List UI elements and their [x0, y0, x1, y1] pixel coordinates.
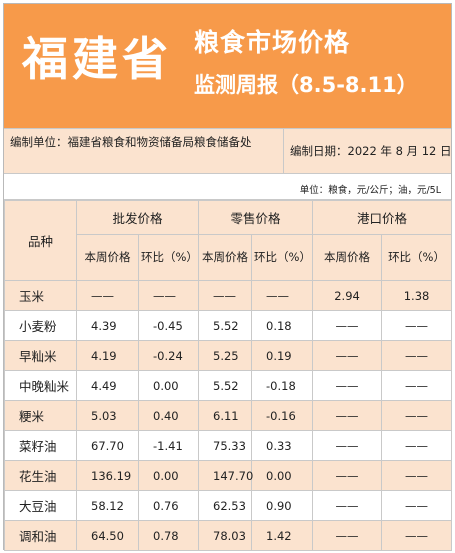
product-name-cell: 小麦粉 — [4, 310, 77, 341]
port-wow-cell: —— — [381, 430, 453, 461]
retail-wow-cell: —— — [251, 280, 314, 311]
report-frame: 福建省 粮食市场价格 监测周报（8.5-8.11） 编制单位：福建省粮食和物资储… — [3, 3, 453, 551]
report-title: 粮食市场价格 — [194, 28, 351, 57]
wholesale-price-cell: 4.19 — [76, 340, 139, 371]
retail-price-cell: 5.52 — [198, 310, 253, 341]
retail-price-cell: —— — [198, 280, 253, 311]
province-name: 福建省 — [22, 32, 172, 86]
port-price-cell: —— — [312, 310, 383, 341]
wholesale-price-cell: 5.03 — [76, 400, 139, 431]
price-table: 品种 批发价格 零售价格 港口价格 本周价格 环比（%） 本周价格 环比（%） … — [4, 200, 453, 551]
wholesale-price-cell: —— — [76, 280, 139, 311]
table-body: 玉米 —— —— —— —— 2.94 1.38 小麦粉 4.39 -0.45 5.52 0.18 ——… — [4, 280, 453, 551]
wholesale-price-cell: 136.19 — [76, 460, 139, 491]
wholesale-wow-cell: 0.76 — [137, 490, 200, 521]
report-subtitle: 监测周报（8.5-8.11） — [194, 73, 418, 97]
port-price-cell: —— — [312, 520, 383, 551]
wholesale-wow-cell: -0.24 — [137, 340, 200, 371]
wholesale-price-cell: 67.70 — [76, 430, 139, 461]
table-row: 粳米 5.03 0.40 6.11 -0.16 —— —— — [4, 400, 453, 431]
port-price-cell: —— — [312, 460, 383, 491]
header-banner: 福建省 粮食市场价格 监测周报（8.5-8.11） — [4, 4, 451, 128]
port-wow-cell: —— — [381, 490, 453, 521]
retail-price-cell: 5.52 — [198, 370, 253, 401]
wholesale-wow-cell: -0.45 — [137, 310, 200, 341]
wholesale-price-cell: 4.39 — [76, 310, 139, 341]
port-price-cell: 2.94 — [312, 280, 383, 311]
retail-wow-header: 环比（%） — [251, 234, 314, 281]
product-name-cell: 粳米 — [4, 400, 77, 431]
retail-wow-cell: 1.42 — [251, 520, 314, 551]
product-name-cell: 中晚籼米 — [4, 370, 77, 401]
wholesale-wow-cell: -1.41 — [137, 430, 200, 461]
unit-note: 单位：粮食，元/公斤；油，元/5L — [299, 185, 441, 196]
port-price-cell: —— — [312, 430, 383, 461]
retail-wow-cell: 0.18 — [251, 310, 314, 341]
unit-row: 单位：粮食，元/公斤；油，元/5L — [4, 174, 451, 200]
wholesale-wow-cell: 0.78 — [137, 520, 200, 551]
wholesale-wow-cell: 0.00 — [137, 460, 200, 491]
col-product-header: 品种 — [4, 200, 77, 281]
product-name-cell: 调和油 — [4, 520, 77, 551]
port-wow-header: 环比（%） — [381, 234, 453, 281]
port-price-cell: —— — [312, 340, 383, 371]
port-price-cell: —— — [312, 490, 383, 521]
wholesale-wow-cell: 0.00 — [137, 370, 200, 401]
table-row: 调和油 64.50 0.78 78.03 1.42 —— —— — [4, 520, 453, 551]
port-wow-cell: —— — [381, 310, 453, 341]
retail-wow-cell: -0.18 — [251, 370, 314, 401]
port-wow-cell: —— — [381, 340, 453, 371]
table-header-sub-row: 本周价格 环比（%） 本周价格 环比（%） 本周价格 环比（%） — [5, 234, 453, 281]
retail-wow-cell: -0.16 — [251, 400, 314, 431]
retail-wow-cell: 0.33 — [251, 430, 314, 461]
table-row: 大豆油 58.12 0.76 62.53 0.90 —— —— — [4, 490, 453, 521]
table-row: 菜籽油 67.70 -1.41 75.33 0.33 —— —— — [4, 430, 453, 461]
retail-week-price-header: 本周价格 — [198, 234, 253, 281]
info-bar: 编制单位：福建省粮食和物资储备局粮食储备处 编制日期：2022 年 8 月 12… — [4, 128, 452, 174]
table-row: 早籼米 4.19 -0.24 5.25 0.19 —— —— — [4, 340, 453, 371]
group-wholesale-header: 批发价格 — [75, 200, 200, 235]
retail-price-cell: 75.33 — [198, 430, 253, 461]
retail-price-cell: 62.53 — [198, 490, 253, 521]
port-wow-cell: —— — [381, 400, 453, 431]
retail-price-cell: 78.03 — [198, 520, 253, 551]
port-wow-cell: 1.38 — [381, 280, 453, 311]
wholesale-week-price-header: 本周价格 — [76, 234, 139, 281]
info-divider — [283, 129, 284, 173]
retail-wow-cell: 0.19 — [251, 340, 314, 371]
product-name-cell: 玉米 — [4, 280, 77, 311]
retail-price-cell: 147.70 — [198, 460, 253, 491]
port-price-cell: —— — [312, 370, 383, 401]
compiler-unit: 编制单位：福建省粮食和物资储备局粮食储备处 — [10, 135, 252, 149]
product-name-cell: 花生油 — [4, 460, 77, 491]
table-row: 小麦粉 4.39 -0.45 5.52 0.18 —— —— — [4, 310, 453, 341]
wholesale-wow-cell: —— — [137, 280, 200, 311]
group-retail-header: 零售价格 — [198, 200, 314, 235]
product-name-cell: 早籼米 — [4, 340, 77, 371]
product-name-cell: 菜籽油 — [4, 430, 77, 461]
table-row: 中晚籼米 4.49 0.00 5.52 -0.18 —— —— — [4, 370, 453, 401]
wholesale-wow-cell: 0.40 — [137, 400, 200, 431]
port-wow-cell: —— — [381, 520, 453, 551]
retail-wow-cell: 0.00 — [251, 460, 314, 491]
port-wow-cell: —— — [381, 370, 453, 401]
compile-date: 编制日期：2022 年 8 月 12 日 — [290, 144, 452, 158]
wholesale-price-cell: 64.50 — [76, 520, 139, 551]
wholesale-price-cell: 4.49 — [76, 370, 139, 401]
retail-price-cell: 5.25 — [198, 340, 253, 371]
table-row: 玉米 —— —— —— —— 2.94 1.38 — [4, 280, 453, 311]
retail-price-cell: 6.11 — [198, 400, 253, 431]
table-header-group-row: 品种 批发价格 零售价格 港口价格 — [4, 200, 453, 281]
port-wow-cell: —— — [381, 460, 453, 491]
retail-wow-cell: 0.90 — [251, 490, 314, 521]
table-row: 花生油 136.19 0.00 147.70 0.00 —— —— — [4, 460, 453, 491]
product-name-cell: 大豆油 — [4, 490, 77, 521]
wholesale-wow-header: 环比（%） — [137, 234, 200, 281]
port-price-cell: —— — [312, 400, 383, 431]
wholesale-price-cell: 58.12 — [76, 490, 139, 521]
port-week-price-header: 本周价格 — [312, 234, 383, 281]
group-port-header: 港口价格 — [312, 200, 453, 235]
